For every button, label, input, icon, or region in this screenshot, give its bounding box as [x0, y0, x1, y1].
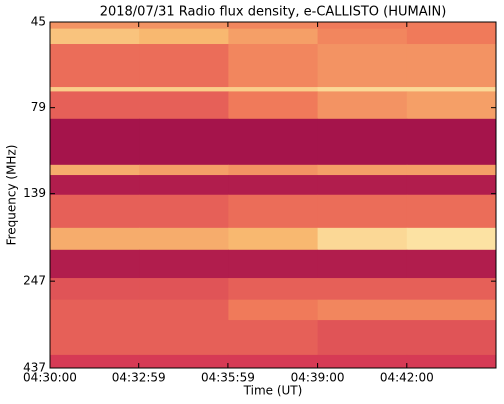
- y-tick-label: 247: [23, 274, 46, 288]
- heatmap-cell: [317, 118, 408, 166]
- heatmap-cell: [406, 354, 497, 369]
- heatmap-cell: [317, 22, 408, 30]
- heatmap-cell: [139, 354, 229, 369]
- heatmap-cell: [50, 87, 140, 92]
- heatmap-cell: [50, 299, 140, 321]
- heatmap-cell: [228, 194, 319, 229]
- y-tick-label: 139: [23, 186, 46, 200]
- heatmap-cell: [406, 175, 497, 196]
- heatmap-cell: [50, 227, 140, 251]
- heatmap-cell: [228, 175, 319, 196]
- heatmap-cell: [139, 299, 229, 321]
- x-tick-label: 04:42:00: [380, 371, 434, 385]
- heatmap-cell: [139, 91, 229, 120]
- heatmap-cell: [228, 28, 319, 45]
- heatmap-cell: [228, 320, 319, 356]
- heatmap-cell: [139, 44, 229, 88]
- heatmap-cell: [406, 28, 497, 45]
- heatmap-cell: [139, 87, 229, 92]
- heatmap-cell: [406, 249, 497, 279]
- heatmap-cell: [50, 249, 140, 279]
- heatmap-cell: [139, 164, 229, 176]
- heatmap-cell: [317, 299, 408, 321]
- heatmap-cell: [317, 87, 408, 92]
- heatmap-cell: [228, 354, 319, 369]
- heatmap-cell: [139, 22, 229, 30]
- heatmap-cell: [228, 118, 319, 166]
- heatmap-cell: [50, 44, 140, 88]
- heatmap-cell: [50, 194, 140, 229]
- y-tick-label: 79: [31, 100, 46, 114]
- heatmap-cell: [317, 227, 408, 251]
- heatmap-cell: [406, 320, 497, 356]
- heatmap-cell: [406, 194, 497, 229]
- heatmap-cell: [50, 354, 140, 369]
- heatmap-cell: [139, 175, 229, 196]
- heatmap-cell: [50, 164, 140, 176]
- heatmap-cell: [139, 227, 229, 251]
- heatmap-cell: [228, 91, 319, 120]
- y-tick-label: 437: [23, 361, 46, 375]
- heatmap-cell: [139, 28, 229, 45]
- y-tick-label: 45: [31, 15, 46, 29]
- heatmap-cell: [317, 44, 408, 88]
- heatmap-cell: [406, 164, 497, 176]
- x-axis-label: Time (UT): [243, 384, 303, 398]
- heatmap-cell: [228, 278, 319, 301]
- heatmap-cell: [50, 320, 140, 356]
- heatmap-cell: [406, 44, 497, 88]
- heatmap-cell: [406, 91, 497, 120]
- y-axis-label: Frequency (MHz): [5, 145, 19, 246]
- heatmap-cell: [317, 28, 408, 45]
- heatmap-cell: [139, 249, 229, 279]
- heatmap-cell: [50, 175, 140, 196]
- heatmap-cell: [317, 278, 408, 301]
- heatmap-cell: [406, 278, 497, 301]
- heatmap-cell: [50, 22, 140, 30]
- heatmap-cell: [50, 278, 140, 301]
- heatmap-cell: [228, 164, 319, 176]
- chart-title: 2018/07/31 Radio flux density, e-CALLIST…: [100, 5, 447, 20]
- x-tick-label: 04:39:00: [291, 371, 345, 385]
- x-tick-label: 04:35:59: [201, 371, 255, 385]
- heatmap-cell: [228, 227, 319, 251]
- heatmap-cell: [228, 249, 319, 279]
- heatmap-cell: [228, 44, 319, 88]
- heatmap-cell: [317, 354, 408, 369]
- x-tick-label: 04:30:00: [23, 371, 77, 385]
- heatmap-cell: [317, 249, 408, 279]
- heatmap-cell: [139, 320, 229, 356]
- heatmap-cell: [406, 299, 497, 321]
- heatmap-cell: [406, 22, 497, 30]
- heatmap-cell: [228, 299, 319, 321]
- heatmap-cell: [228, 87, 319, 92]
- heatmap-cell: [317, 164, 408, 176]
- heatmap-cell: [139, 194, 229, 229]
- heatmap-cell: [317, 175, 408, 196]
- heatmap: [50, 22, 497, 369]
- heatmap-cell: [50, 118, 140, 166]
- heatmap-cell: [406, 118, 497, 166]
- heatmap-cell: [139, 278, 229, 301]
- heatmap-cell: [406, 227, 497, 251]
- heatmap-cell: [50, 91, 140, 120]
- heatmap-cell: [406, 87, 497, 92]
- heatmap-cell: [139, 118, 229, 166]
- heatmap-cell: [317, 194, 408, 229]
- x-tick-label: 04:32:59: [112, 371, 166, 385]
- heatmap-cell: [50, 28, 140, 45]
- heatmap-cell: [228, 22, 319, 30]
- heatmap-cell: [317, 320, 408, 356]
- plot-frame: [49, 21, 497, 369]
- heatmap-cell: [317, 91, 408, 120]
